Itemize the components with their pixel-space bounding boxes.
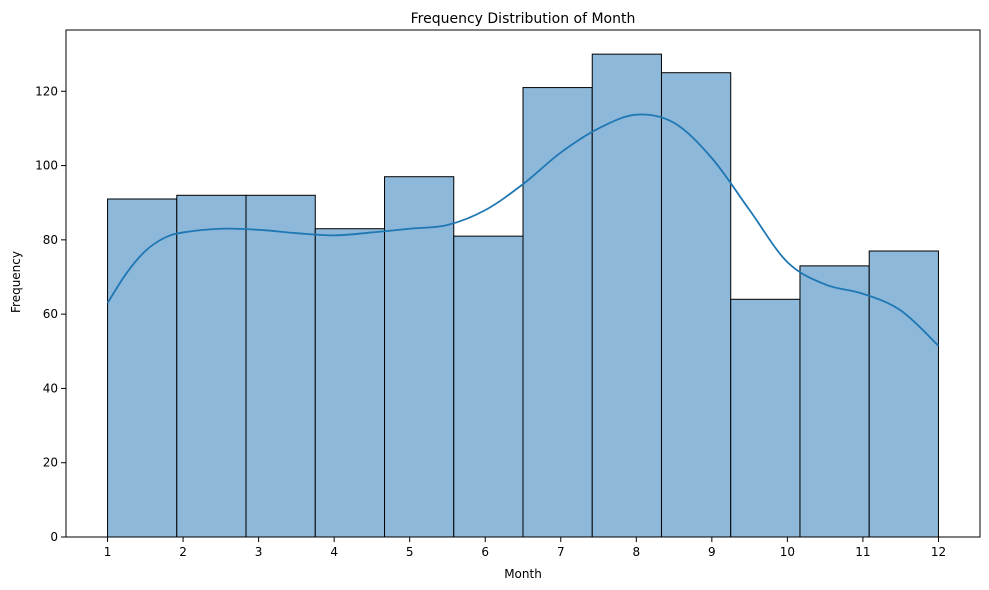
histogram-bar-6	[453, 235, 524, 538]
x-tick-label: 5	[406, 545, 414, 559]
histogram-bar-11	[799, 265, 870, 538]
histogram-bar-1	[107, 198, 178, 538]
histogram-bar-5	[384, 176, 455, 538]
histogram-bar-9	[660, 72, 732, 538]
histogram-bar-12	[868, 250, 939, 538]
bars-layer	[107, 53, 939, 538]
chart-title: Frequency Distribution of Month	[411, 11, 636, 27]
kde-layer	[106, 113, 940, 347]
y-tick-label: 60	[43, 307, 58, 321]
histogram-bar-8	[591, 53, 662, 538]
x-tick-label: 2	[179, 545, 187, 559]
y-tick-label: 120	[35, 84, 58, 98]
x-tick-label: 7	[557, 545, 565, 559]
y-tick-label: 20	[43, 456, 58, 470]
kde-curve	[106, 113, 940, 347]
histogram-bar-10	[730, 298, 801, 538]
x-tick-label: 3	[255, 545, 263, 559]
y-axis-label: Frequency	[9, 251, 23, 313]
y-tick-layer: 0 20 40 60 80 100 120	[35, 84, 66, 544]
x-tick-label: 9	[708, 545, 716, 559]
histogram-bar-7	[522, 87, 593, 538]
x-tick-label: 4	[330, 545, 338, 559]
y-tick-label: 0	[50, 530, 58, 544]
x-axis-label: Month	[504, 567, 542, 581]
x-tick-label: 1	[104, 545, 112, 559]
y-tick-label: 80	[43, 233, 58, 247]
y-tick-label: 100	[35, 159, 58, 173]
histogram-bar-3	[245, 194, 316, 538]
x-tick-label: 12	[931, 545, 946, 559]
x-tick-label: 8	[632, 545, 640, 559]
x-tick-label: 10	[780, 545, 795, 559]
histogram-bar-2	[176, 194, 247, 538]
y-tick-label: 40	[43, 381, 58, 395]
x-tick-label: 11	[855, 545, 870, 559]
x-tick-label: 6	[481, 545, 489, 559]
x-tick-layer: 1 2 3 4 5 6 7 8 9 10 11 12	[104, 537, 946, 559]
plot-area-frame	[65, 29, 981, 538]
histogram-bar-4	[314, 228, 386, 538]
